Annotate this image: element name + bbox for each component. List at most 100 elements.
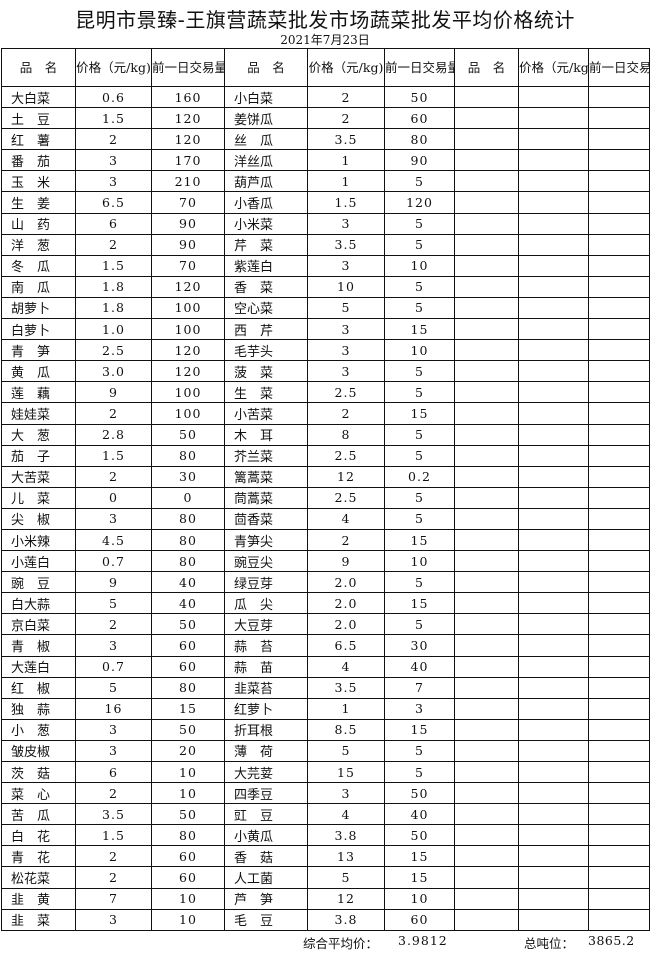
- empty-cell: [588, 908, 650, 931]
- item-volume: 20: [151, 739, 225, 763]
- item-price: 2.5: [307, 486, 385, 509]
- empty-cell: [588, 423, 650, 446]
- empty-cell: [518, 402, 589, 425]
- item-price: 3: [75, 718, 152, 741]
- empty-cell: [518, 107, 589, 130]
- item-volume: 60: [384, 107, 455, 130]
- empty-cell: [454, 486, 519, 509]
- item-volume: 100: [151, 318, 225, 341]
- empty-cell: [588, 782, 650, 805]
- item-price: 3.0: [75, 360, 152, 383]
- empty-cell: [454, 845, 519, 868]
- item-volume: 120: [151, 275, 225, 298]
- item-volume: 170: [151, 149, 225, 172]
- item-price: 8.5: [307, 718, 385, 741]
- table-row: 娃娃菜 2 100 小苦菜 2 15: [1, 402, 650, 425]
- item-volume: 60: [151, 634, 225, 657]
- item-volume: 60: [384, 908, 455, 931]
- empty-cell: [518, 550, 589, 573]
- item-name: 南 瓜: [1, 275, 76, 298]
- table-row: 白 花 1.5 80 小黄瓜 3.8 50: [1, 824, 650, 847]
- empty-cell: [518, 908, 589, 931]
- item-price: 5: [307, 296, 385, 320]
- table-row: 小米辣 4.5 80 青笋尖 2 15: [1, 528, 650, 552]
- empty-cell: [454, 233, 519, 256]
- header-name: 品 名: [1, 48, 76, 87]
- empty-cell: [518, 824, 589, 847]
- item-name: 大莲白: [1, 655, 76, 678]
- empty-cell: [518, 318, 589, 341]
- table-row: 南 瓜 1.8 120 香 菜 10 5: [1, 275, 650, 298]
- item-volume: 10: [151, 887, 225, 910]
- item-volume: 5: [384, 170, 455, 193]
- item-price: 3: [75, 634, 152, 657]
- item-name: 小白菜: [224, 85, 308, 109]
- item-name: 松花菜: [1, 866, 76, 889]
- table-row: 青 笋 2.5 120 毛芋头 3 10: [1, 339, 650, 362]
- empty-cell: [588, 486, 650, 509]
- empty-cell: [588, 191, 650, 214]
- item-volume: 80: [151, 676, 225, 699]
- item-volume: 90: [151, 212, 225, 235]
- item-volume: 5: [384, 507, 455, 530]
- item-name: 毛 豆: [224, 908, 308, 931]
- item-name: 篱蒿菜: [224, 465, 308, 488]
- header-name: 品 名: [454, 48, 519, 87]
- empty-cell: [518, 128, 589, 151]
- empty-cell: [518, 381, 589, 404]
- header-price: 价格（元/kg): [518, 48, 589, 87]
- item-price: 3.8: [307, 824, 385, 847]
- item-volume: 15: [384, 718, 455, 741]
- item-name: 人工菌: [224, 866, 308, 889]
- item-name: 独 蒜: [1, 697, 76, 720]
- item-name: 毛芋头: [224, 339, 308, 362]
- empty-cell: [454, 655, 519, 678]
- item-volume: 10: [151, 908, 225, 931]
- item-price: 1: [307, 170, 385, 193]
- item-price: 2.0: [307, 571, 385, 594]
- item-name: 蒜 苔: [224, 634, 308, 657]
- empty-cell: [518, 845, 589, 868]
- empty-cell: [518, 528, 589, 552]
- item-volume: 15: [384, 866, 455, 889]
- item-name: 小黄瓜: [224, 824, 308, 847]
- table-row: 土 豆 1.5 120 姜饼瓜 2 60: [1, 107, 650, 130]
- item-volume: 7: [384, 676, 455, 699]
- empty-cell: [454, 128, 519, 151]
- item-name: 土 豆: [1, 107, 76, 130]
- item-volume: 15: [384, 845, 455, 868]
- item-name: 青 花: [1, 845, 76, 868]
- empty-cell: [454, 275, 519, 298]
- item-name: 大豆芽: [224, 613, 308, 636]
- table-row: 白大蒜 5 40 瓜 尖 2.0 15: [1, 592, 650, 615]
- item-price: 9: [307, 550, 385, 573]
- table-row: 红 椒 5 80 韭菜苔 3.5 7: [1, 676, 650, 699]
- item-name: 菠 菜: [224, 360, 308, 383]
- empty-cell: [588, 887, 650, 910]
- item-volume: 0: [151, 486, 225, 509]
- empty-cell: [588, 85, 650, 109]
- header-price: 价格（元/kg): [307, 48, 385, 87]
- item-price: 3.5: [307, 233, 385, 256]
- item-name: 黄 瓜: [1, 360, 76, 383]
- total-tonnage-value: 3865.2: [588, 933, 635, 948]
- table-row: 大莲白 0.7 60 蒜 苗 4 40: [1, 655, 650, 678]
- empty-cell: [588, 550, 650, 573]
- item-volume: 60: [151, 866, 225, 889]
- item-price: 3: [307, 339, 385, 362]
- avg-price-value: 3.9812: [398, 933, 448, 948]
- empty-cell: [518, 254, 589, 277]
- empty-cell: [588, 128, 650, 151]
- item-name: 豌豆尖: [224, 550, 308, 573]
- item-volume: 60: [151, 655, 225, 678]
- item-price: 1.5: [75, 107, 152, 130]
- item-volume: 5: [384, 296, 455, 320]
- item-price: 2: [307, 107, 385, 130]
- item-volume: 10: [151, 782, 225, 805]
- table-row: 冬 瓜 1.5 70 紫莲白 3 10: [1, 254, 650, 277]
- empty-cell: [518, 634, 589, 657]
- item-volume: 5: [384, 233, 455, 256]
- empty-cell: [588, 655, 650, 678]
- table-row: 青 椒 3 60 蒜 苔 6.5 30: [1, 634, 650, 657]
- empty-cell: [518, 85, 589, 109]
